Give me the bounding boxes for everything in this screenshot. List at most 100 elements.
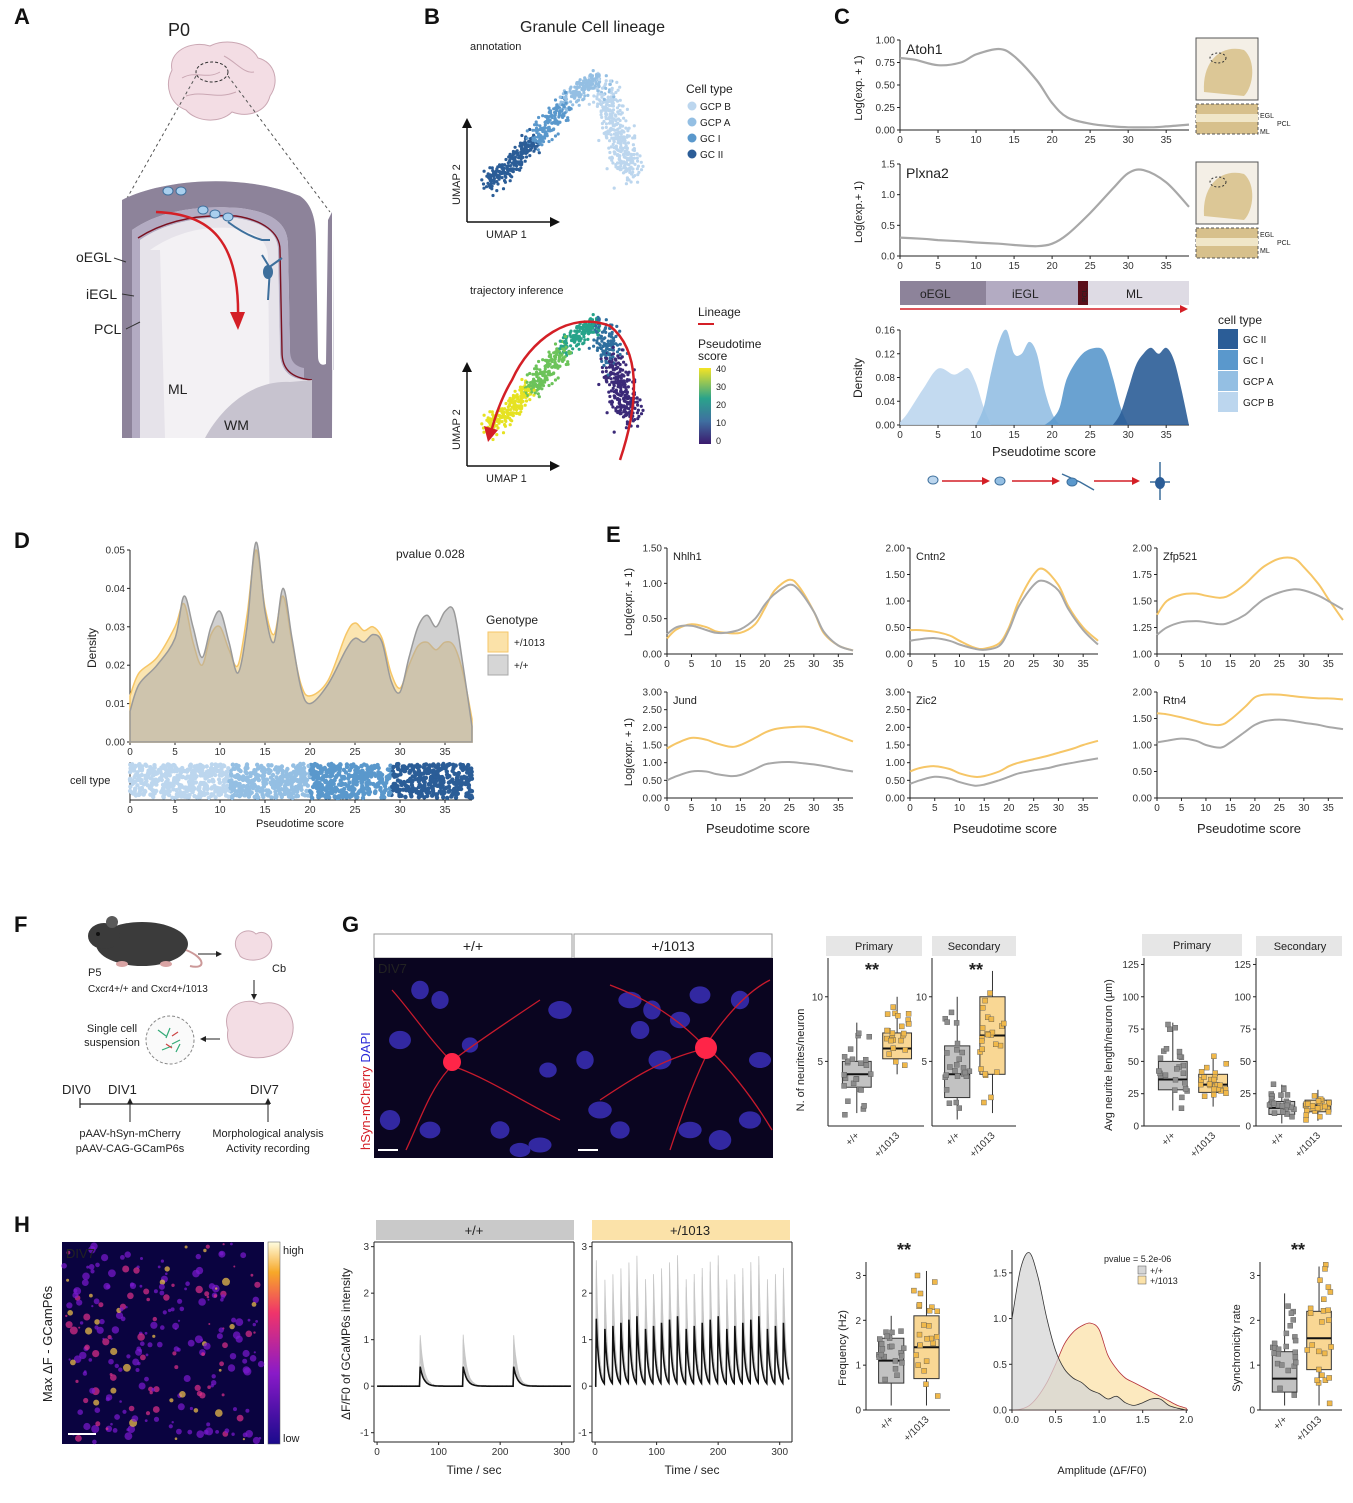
inset-pcl-2: PCL <box>1277 240 1291 247</box>
box-jitter-point <box>1278 1092 1284 1098</box>
x-tick-label: 30 <box>394 747 406 758</box>
x-tick-label: 25 <box>1085 135 1097 146</box>
calcium-hotspot <box>218 1327 224 1333</box>
e-ylabel-top: Log(expr. + 1) <box>623 568 635 636</box>
y-tick-label: 2 <box>363 1289 369 1300</box>
calcium-hotspot <box>220 1294 226 1299</box>
strip-cell-point <box>358 775 363 780</box>
trajectory-cell-point <box>495 433 499 437</box>
strip-cell-point <box>171 762 176 768</box>
umap-cell-point <box>543 120 547 124</box>
trajectory-cell-point <box>572 339 576 343</box>
umap-cell-point <box>605 102 609 106</box>
density-area <box>1044 347 1129 425</box>
folium-diagram <box>122 181 334 438</box>
trajectory-cell-point <box>610 399 614 403</box>
y-tick-label: 1.00 <box>876 36 896 47</box>
strip-cell-point <box>319 770 324 775</box>
trajectory-cell-point <box>536 392 540 396</box>
strip-cell-point <box>322 766 327 771</box>
c-legend-gcp-b: GCP B <box>1243 398 1274 409</box>
x-tick-label: 15 <box>259 747 271 758</box>
box-jitter-point <box>1201 1074 1207 1080</box>
x-tick-label: 10 <box>1200 659 1212 670</box>
trajectory-cell-point <box>619 388 623 392</box>
trajectory-cell-point <box>555 363 559 367</box>
umap-cell-point <box>541 140 546 144</box>
calcium-hotspot <box>90 1242 98 1250</box>
strip-cell-point <box>197 792 202 797</box>
strip-cell-point <box>467 766 473 771</box>
strip-cell-point <box>451 788 456 793</box>
strip-tick-label: 25 <box>349 805 361 816</box>
umap-cell-point <box>508 152 512 156</box>
facet-secondary-len-label: Secondary <box>1274 941 1327 953</box>
umap-cell-point <box>521 148 526 152</box>
box-jitter-point <box>956 1056 962 1062</box>
y-tick-label: 0.75 <box>876 58 896 69</box>
umap-cell-point <box>537 115 541 120</box>
umap-cell-point <box>485 174 489 178</box>
strip-cell-point <box>430 786 435 791</box>
expression-curve-mutant <box>666 725 854 750</box>
trajectory-cell-point <box>636 424 640 428</box>
x-tick-label: 35 <box>1078 803 1090 814</box>
umap-cell-point <box>575 85 580 89</box>
f-suspension-2: suspension <box>84 1037 140 1049</box>
calcium-hotspot <box>105 1394 113 1401</box>
trajectory-cell-point <box>597 317 601 321</box>
umap-cell-point <box>560 114 564 118</box>
box-jitter-point <box>1172 1077 1179 1083</box>
x-tick-label: 10 <box>710 659 722 670</box>
umap-cell-point <box>520 133 524 138</box>
sig-frequency: ** <box>897 1240 911 1260</box>
umap-cell-point <box>546 118 550 122</box>
strip-cell-point <box>149 769 155 774</box>
strip-cell-point <box>187 784 192 790</box>
box-jitter-point <box>1303 1112 1309 1118</box>
box-jitter-point <box>1223 1060 1230 1067</box>
umap-cell-point <box>625 176 630 180</box>
y-tick-label: 1.25 <box>1133 623 1153 634</box>
box-jitter-point <box>1211 1086 1217 1093</box>
strip-cell-point <box>195 767 200 773</box>
trajectory-cell-point <box>578 336 582 340</box>
strip-cell-point <box>305 793 311 798</box>
box-jitter-point <box>1163 1045 1170 1052</box>
gene-title-nhlh1: Nhlh1 <box>673 551 702 563</box>
box-jitter-point <box>899 1023 905 1030</box>
trajectory-cell-point <box>608 383 612 387</box>
umap-cell-point <box>535 131 539 135</box>
box-jitter-point <box>892 1358 899 1364</box>
calcium-hotspot <box>120 1255 125 1260</box>
trajectory-cell-point <box>574 344 579 348</box>
umap-cell-point <box>632 156 637 160</box>
umap-cell-point <box>603 105 608 109</box>
nucleus-blob <box>490 1121 510 1139</box>
box-group-label: +/+ <box>1269 1130 1287 1148</box>
panel-h: H DIV7 high low Max ΔF - GCamP6s +/+ +/1… <box>14 1212 1342 1477</box>
box-y-tick-label: 125 <box>1122 960 1139 971</box>
strip-cell-point <box>328 770 333 775</box>
strip-cell-point <box>347 768 352 773</box>
trajectory-cell-point <box>524 399 529 403</box>
umap-cell-point <box>628 156 632 160</box>
strip-cell-point <box>409 786 414 792</box>
trajectory-cell-point <box>553 342 558 346</box>
x-tick-label: 20 <box>1249 803 1261 814</box>
f-analysis-1: Morphological analysis <box>212 1128 324 1140</box>
calcium-hotspot <box>120 1316 126 1322</box>
h-div-label: DIV7 <box>66 1246 95 1261</box>
legend-mutant: +/1013 <box>514 638 545 649</box>
neurite-trace-wt <box>391 989 561 1151</box>
calcium-hotspot <box>189 1406 193 1411</box>
calcium-hotspot <box>172 1322 180 1330</box>
strip-cell-point <box>190 768 196 774</box>
strip-cell-point <box>348 793 353 798</box>
umap-cell-point <box>541 114 545 118</box>
trajectory-cell-point <box>602 341 606 345</box>
strip-cell-point <box>340 792 345 797</box>
calcium-hotspot <box>231 1317 237 1323</box>
f-suspension-1: Single cell <box>87 1023 137 1035</box>
pseudotime-colorbar <box>699 368 711 444</box>
